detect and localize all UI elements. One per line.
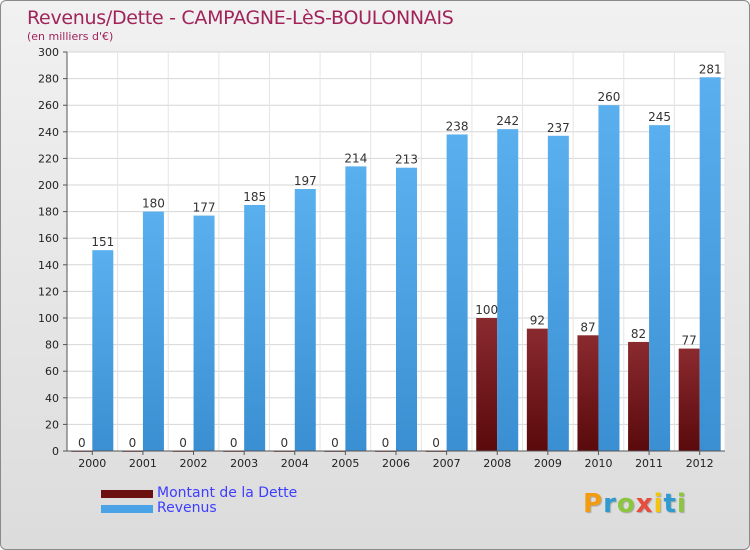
y-tick-label-160: 160 bbox=[38, 232, 59, 245]
bar-dette-2012 bbox=[678, 348, 700, 451]
x-tick-label-2006: 2006 bbox=[382, 457, 410, 470]
bar-revenus-2011 bbox=[649, 125, 671, 452]
y-tick-label-80: 80 bbox=[45, 339, 59, 352]
bar-dette-2010 bbox=[577, 335, 599, 451]
value-label-revenus-2000: 151 bbox=[91, 235, 114, 249]
y-tick-label-60: 60 bbox=[45, 365, 59, 378]
y-tick-label-240: 240 bbox=[38, 126, 59, 139]
y-tick-label-40: 40 bbox=[45, 392, 59, 405]
bar-revenus-2007 bbox=[446, 134, 468, 451]
bar-revenus-2005 bbox=[345, 166, 367, 451]
x-tick-label-2002: 2002 bbox=[180, 457, 208, 470]
bar-revenus-2001 bbox=[142, 211, 164, 451]
bar-revenus-2004 bbox=[294, 188, 316, 452]
x-tick-label-2009: 2009 bbox=[534, 457, 562, 470]
x-tick-label-2003: 2003 bbox=[230, 457, 258, 470]
value-label-revenus-2001: 180 bbox=[142, 197, 165, 211]
y-tick-label-20: 20 bbox=[45, 418, 59, 431]
legend-swatch-dette bbox=[101, 489, 153, 498]
bar-revenus-2003 bbox=[244, 204, 266, 451]
bar-revenus-2012 bbox=[699, 77, 721, 452]
value-label-revenus-2012: 281 bbox=[699, 62, 722, 76]
x-tick-label-2012: 2012 bbox=[686, 457, 714, 470]
logo-letter: r bbox=[603, 489, 617, 519]
legend-swatch-revenus bbox=[101, 504, 153, 513]
y-tick-label-120: 120 bbox=[38, 285, 59, 298]
value-label-revenus-2005: 214 bbox=[344, 151, 367, 165]
bar-revenus-2008 bbox=[497, 129, 519, 451]
y-tick-label-100: 100 bbox=[38, 312, 59, 325]
y-tick-label-300: 300 bbox=[38, 46, 59, 59]
value-label-revenus-2007: 238 bbox=[446, 119, 469, 133]
value-label-revenus-2011: 245 bbox=[648, 110, 671, 124]
x-tick-label-2001: 2001 bbox=[129, 457, 157, 470]
x-tick-label-2005: 2005 bbox=[331, 457, 359, 470]
bar-dette-2009 bbox=[526, 328, 548, 451]
x-tick-label-2011: 2011 bbox=[635, 457, 663, 470]
value-label-dette-2010: 87 bbox=[580, 320, 595, 334]
value-label-revenus-2006: 213 bbox=[395, 153, 418, 167]
value-label-revenus-2003: 185 bbox=[243, 190, 266, 204]
x-tick-label-2008: 2008 bbox=[483, 457, 511, 470]
value-label-dette-2006: 0 bbox=[382, 436, 390, 450]
x-tick-label-2000: 2000 bbox=[78, 457, 106, 470]
logo-letter: i bbox=[653, 489, 664, 519]
value-label-dette-2000: 0 bbox=[78, 436, 86, 450]
value-label-dette-2003: 0 bbox=[230, 436, 238, 450]
x-tick-label-2010: 2010 bbox=[584, 457, 612, 470]
logo-letter: t bbox=[663, 489, 677, 519]
y-tick-label-0: 0 bbox=[52, 445, 59, 458]
y-tick-label-260: 260 bbox=[38, 99, 59, 112]
chart-legend: Montant de la Dette Revenus bbox=[101, 486, 297, 516]
bar-revenus-2010 bbox=[598, 105, 620, 451]
chart-subtitle: (en milliers d'€) bbox=[27, 30, 114, 43]
logo-letter: i bbox=[676, 489, 687, 519]
value-label-dette-2005: 0 bbox=[331, 436, 339, 450]
value-label-revenus-2002: 177 bbox=[193, 201, 216, 215]
x-tick-label-2004: 2004 bbox=[281, 457, 309, 470]
legend-item-dette: Montant de la Dette bbox=[101, 486, 297, 501]
legend-label-revenus: Revenus bbox=[157, 500, 217, 516]
bar-revenus-2000 bbox=[92, 250, 114, 451]
bar-dette-2008 bbox=[476, 318, 498, 451]
value-label-dette-2001: 0 bbox=[129, 436, 137, 450]
logo-letter: o bbox=[616, 489, 636, 519]
y-tick-label-200: 200 bbox=[38, 179, 59, 192]
legend-label-dette: Montant de la Dette bbox=[157, 485, 298, 501]
value-label-revenus-2010: 260 bbox=[598, 90, 621, 104]
logo-letter: P bbox=[583, 489, 604, 519]
value-label-dette-2009: 92 bbox=[530, 314, 545, 328]
y-tick-label-280: 280 bbox=[38, 73, 59, 86]
value-label-dette-2011: 82 bbox=[631, 327, 646, 341]
value-label-dette-2002: 0 bbox=[179, 436, 187, 450]
y-tick-label-220: 220 bbox=[38, 152, 59, 165]
bar-revenus-2002 bbox=[193, 215, 215, 451]
y-tick-label-180: 180 bbox=[38, 206, 59, 219]
legend-item-revenus: Revenus bbox=[101, 501, 297, 516]
value-label-dette-2007: 0 bbox=[432, 436, 440, 450]
chart-title: Revenus/Dette - CAMPAGNE-LèS-BOULONNAIS bbox=[27, 7, 454, 29]
value-label-dette-2004: 0 bbox=[280, 436, 288, 450]
logo-letter: x bbox=[635, 489, 654, 519]
bar-revenus-2006 bbox=[396, 167, 417, 451]
bar-revenus-2009 bbox=[547, 135, 569, 452]
value-label-revenus-2009: 237 bbox=[547, 121, 570, 135]
bar-dette-2011 bbox=[628, 341, 650, 451]
proxiti-logo: Proxiti bbox=[583, 489, 687, 519]
x-tick-label-2007: 2007 bbox=[433, 457, 461, 470]
y-tick-label-140: 140 bbox=[38, 259, 59, 272]
value-label-dette-2008: 100 bbox=[475, 303, 498, 317]
value-label-dette-2012: 77 bbox=[682, 334, 697, 348]
value-label-revenus-2004: 197 bbox=[294, 174, 317, 188]
value-label-revenus-2008: 242 bbox=[496, 114, 519, 128]
